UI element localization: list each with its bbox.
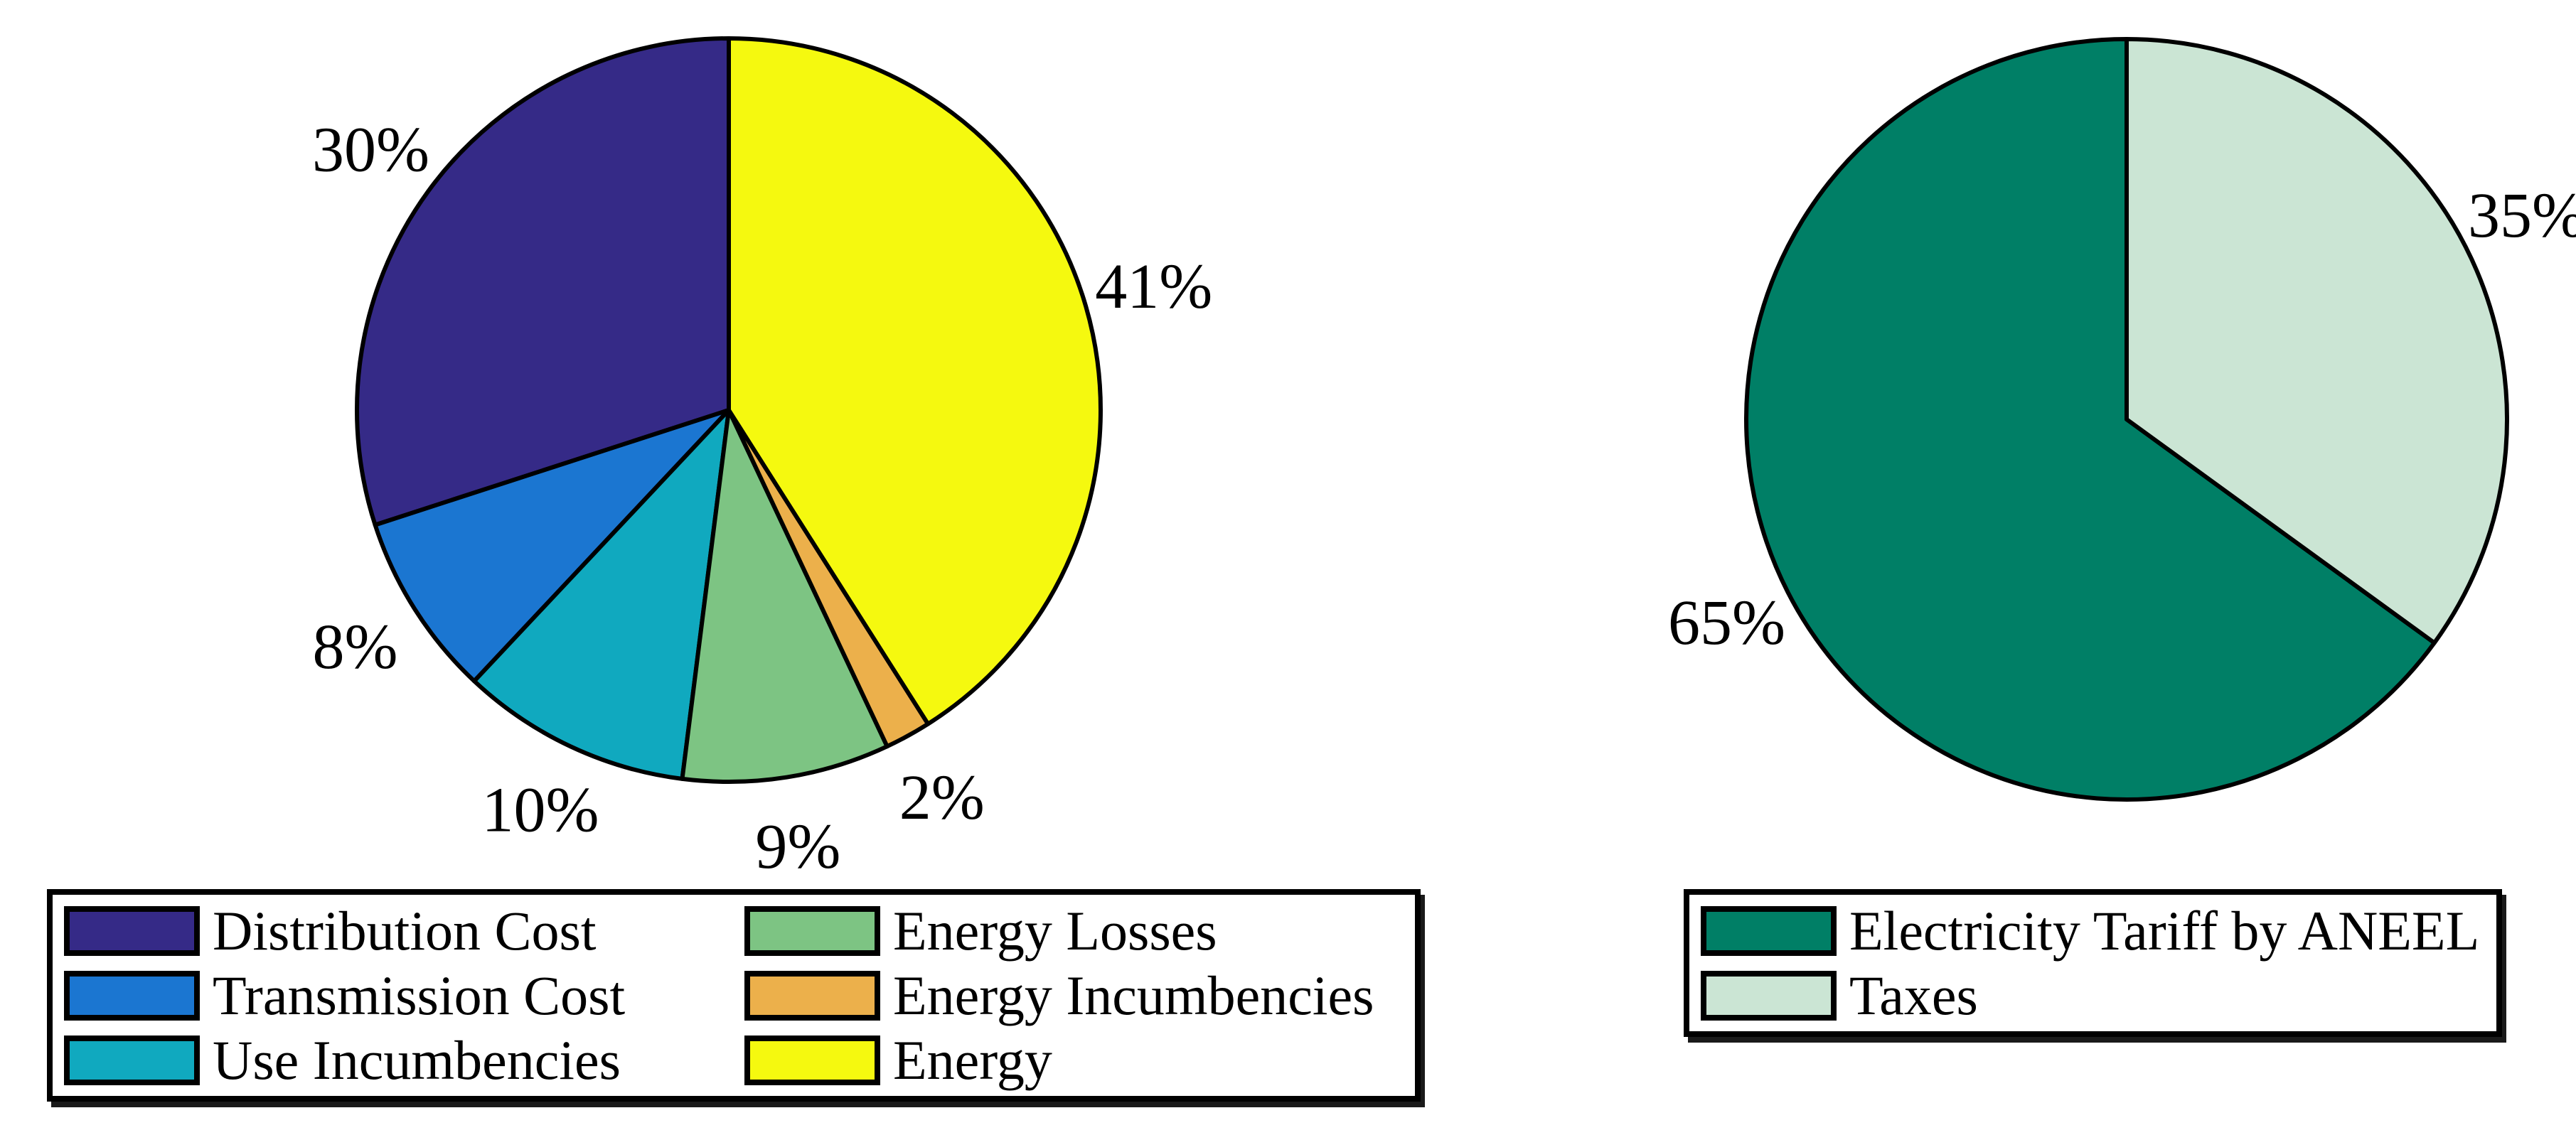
legend-swatch-energy-losses [744, 905, 880, 956]
right-pie-chart: 65% 35% [1668, 37, 2576, 802]
left-pie-chart: 30% 8% 10% 9% 2% 41% [312, 36, 1212, 882]
pie-slice-energy-losses [680, 408, 889, 784]
pie-slice-taxes [2125, 37, 2509, 645]
pie-slice-pct-label-taxes: 35% [2468, 181, 2576, 251]
pie-slice-pct-label-energy-incumbencies: 2% [899, 763, 985, 833]
right-pie-legend: Electricity Tariff by ANEEL Taxes [1684, 889, 2502, 1037]
legend-item-electricity-tariff-by-aneel: Electricity Tariff by ANEEL [1701, 898, 2485, 963]
legend-swatch-use-incumbencies [64, 1035, 200, 1085]
legend-item-taxes: Taxes [1701, 963, 2485, 1028]
legend-item-use-incumbencies: Use Incumbencies [64, 1028, 723, 1092]
legend-swatch-distribution-cost [64, 905, 200, 956]
legend-swatch-energy-incumbencies [744, 970, 880, 1021]
legend-swatch-transmission-cost [64, 970, 200, 1021]
legend-label-use-incumbencies: Use Incumbencies [213, 1028, 621, 1091]
pie-slice-electricity-tariff-by-aneel [1744, 37, 2437, 802]
legend-swatch-energy [744, 1035, 880, 1085]
pie-slice-distribution-cost [355, 36, 731, 527]
right-pie-legend-grid: Electricity Tariff by ANEEL Taxes [1689, 895, 2496, 1031]
legend-label-energy: Energy [893, 1028, 1052, 1091]
legend-label-taxes: Taxes [1849, 964, 1978, 1026]
legend-label-energy-incumbencies: Energy Incumbencies [893, 964, 1374, 1026]
pie-slice-use-incumbencies [472, 408, 731, 781]
legend-label-energy-losses: Energy Losses [893, 899, 1217, 962]
pie-slice-pct-label-distribution-cost: 30% [312, 115, 429, 185]
pie-slice-pct-label-transmission-cost: 8% [313, 612, 398, 682]
left-pie-legend: Distribution Cost Transmission Cost Use In… [47, 889, 1421, 1102]
legend-item-distribution-cost: Distribution Cost [64, 898, 723, 963]
pie-slice-pct-label-energy-losses: 9% [755, 812, 840, 882]
legend-item-energy: Energy [744, 1028, 1404, 1092]
pie-slice-transmission-cost [373, 408, 731, 684]
legend-item-energy-incumbencies: Energy Incumbencies [744, 963, 1404, 1028]
left-pie-legend-grid: Distribution Cost Transmission Cost Use In… [53, 895, 1415, 1096]
legend-label-electricity-tariff-by-aneel: Electricity Tariff by ANEEL [1849, 899, 2480, 962]
legend-label-distribution-cost: Distribution Cost [213, 899, 597, 962]
legend-item-transmission-cost: Transmission Cost [64, 963, 723, 1028]
legend-item-energy-losses: Energy Losses [744, 898, 1404, 963]
pie-slice-pct-label-energy: 41% [1095, 252, 1212, 322]
pie-slice-pct-label-use-incumbencies: 10% [482, 775, 599, 846]
legend-swatch-taxes [1701, 970, 1837, 1021]
pie-slice-energy [727, 36, 1103, 726]
legend-swatch-electricity-tariff-by-aneel [1701, 905, 1837, 956]
pie-slice-pct-label-electricity-tariff-by-aneel: 65% [1668, 588, 1785, 658]
legend-label-transmission-cost: Transmission Cost [213, 964, 626, 1026]
